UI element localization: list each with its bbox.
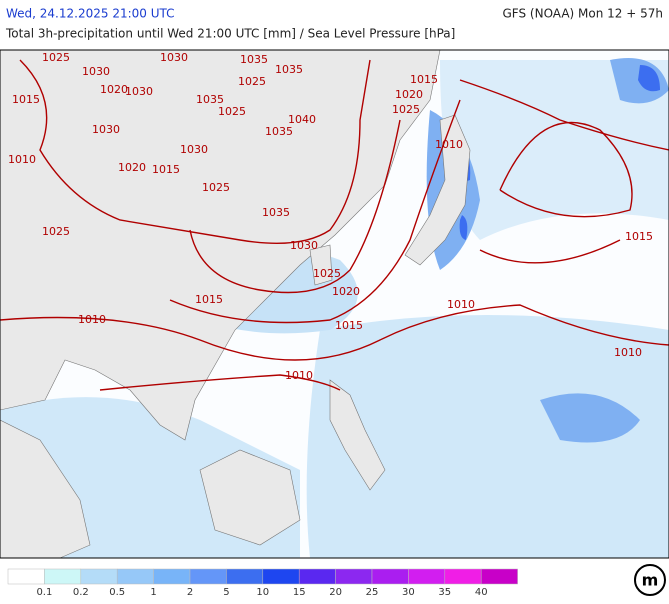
isobar-label: 1010 xyxy=(614,346,642,359)
subtitle: Total 3h-precipitation until Wed 21:00 U… xyxy=(5,27,455,41)
isobar-label: 1030 xyxy=(160,51,188,64)
isobar-label: 1020 xyxy=(118,161,146,174)
legend-swatch xyxy=(371,568,409,585)
legend: 0.1 0.2 0.5 1 2 5 10 15 20 25 30 35 40 xyxy=(7,568,518,598)
legend-swatch xyxy=(44,568,82,585)
isobar-label: 1025 xyxy=(202,181,230,194)
legend-label: 1 xyxy=(150,587,156,598)
legend-swatch xyxy=(189,568,227,585)
svg-text:m: m xyxy=(642,571,659,590)
legend-swatch xyxy=(226,568,264,585)
isobar-label: 1015 xyxy=(152,163,180,176)
isobar-label: 1025 xyxy=(42,225,70,238)
isobars xyxy=(0,59,669,391)
isobar-label: 1035 xyxy=(265,125,293,138)
isobar-label: 1015 xyxy=(335,319,363,332)
legend-label: 0.1 xyxy=(36,587,52,598)
isobar-label: 1035 xyxy=(196,93,224,106)
map-area xyxy=(0,49,669,559)
isobar-label: 1030 xyxy=(92,123,120,136)
legend-swatch xyxy=(262,568,300,585)
isobar-label: 1035 xyxy=(262,206,290,219)
legend-swatch xyxy=(7,568,45,585)
isobar-label: 1010 xyxy=(435,138,463,151)
legend-label: 5 xyxy=(223,587,229,598)
isobar-label: 1010 xyxy=(8,153,36,166)
isobar-label: 1010 xyxy=(285,369,313,382)
legend-label: 25 xyxy=(366,587,379,598)
isobar-label: 1035 xyxy=(275,63,303,76)
model-run: GFS (NOAA) Mon 12 + 57h xyxy=(502,7,663,21)
legend-swatch xyxy=(116,568,154,585)
legend-label: 0.2 xyxy=(73,587,89,598)
legend-label: 15 xyxy=(293,587,306,598)
isobar-label: 1015 xyxy=(195,293,223,306)
legend-label: 0.5 xyxy=(109,587,125,598)
legend-label: 40 xyxy=(475,587,488,598)
isobar-label: 1015 xyxy=(410,73,438,86)
legend-swatch xyxy=(444,568,482,585)
legend-swatch xyxy=(335,568,373,585)
isobar-label: 1020 xyxy=(395,88,423,101)
isobar-label: 1025 xyxy=(313,267,341,280)
isobar-label: 1030 xyxy=(82,65,110,78)
isobar-label: 1025 xyxy=(42,51,70,64)
datetime: Wed, 24.12.2025 21:00 UTC xyxy=(6,7,175,21)
isobar-label: 1025 xyxy=(218,105,246,118)
isobar-label: 1010 xyxy=(78,313,106,326)
isobar-label: 1040 xyxy=(288,113,316,126)
isobar-label: 1030 xyxy=(125,85,153,98)
isobar-label: 1035 xyxy=(240,53,268,66)
isobar-label: 1030 xyxy=(290,239,318,252)
legend-swatch xyxy=(408,568,446,585)
isobar-label: 1010 xyxy=(447,298,475,311)
legend-label: 35 xyxy=(438,587,451,598)
legend-label: 10 xyxy=(256,587,269,598)
isobar-label: 1030 xyxy=(180,143,208,156)
isobar-label: 1025 xyxy=(238,75,266,88)
legend-swatch xyxy=(298,568,336,585)
isobar-label: 1015 xyxy=(12,93,40,106)
map-frame xyxy=(0,49,669,559)
legend-swatch xyxy=(480,568,518,585)
logo: m xyxy=(634,564,666,596)
isobar-label: 1025 xyxy=(392,103,420,116)
isobar-label: 1015 xyxy=(625,230,653,243)
legend-label: 30 xyxy=(402,587,415,598)
legend-label: 20 xyxy=(329,587,342,598)
land xyxy=(0,49,471,559)
legend-swatch xyxy=(80,568,118,585)
isobar-label: 1020 xyxy=(332,285,360,298)
isobar-label: 1020 xyxy=(100,83,128,96)
legend-label: 2 xyxy=(187,587,193,598)
legend-swatch xyxy=(153,568,191,585)
